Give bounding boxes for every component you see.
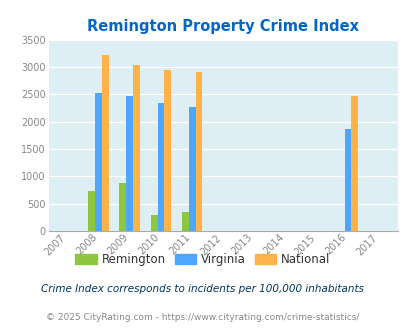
Bar	[188, 107, 195, 231]
Bar	[102, 55, 109, 231]
Bar	[351, 96, 357, 231]
Legend: Remington, Virginia, National: Remington, Virginia, National	[70, 248, 335, 271]
Text: © 2025 CityRating.com - https://www.cityrating.com/crime-statistics/: © 2025 CityRating.com - https://www.city…	[46, 313, 359, 322]
Bar	[157, 103, 164, 231]
Bar	[150, 214, 157, 231]
Bar	[133, 65, 140, 231]
Bar	[195, 72, 202, 231]
Bar	[344, 129, 351, 231]
Bar	[119, 183, 126, 231]
Bar	[164, 70, 171, 231]
Text: Crime Index corresponds to incidents per 100,000 inhabitants: Crime Index corresponds to incidents per…	[41, 284, 364, 294]
Bar	[88, 190, 95, 231]
Bar	[126, 96, 133, 231]
Bar	[181, 212, 188, 231]
Bar	[95, 93, 102, 231]
Title: Remington Property Crime Index: Remington Property Crime Index	[87, 19, 358, 34]
